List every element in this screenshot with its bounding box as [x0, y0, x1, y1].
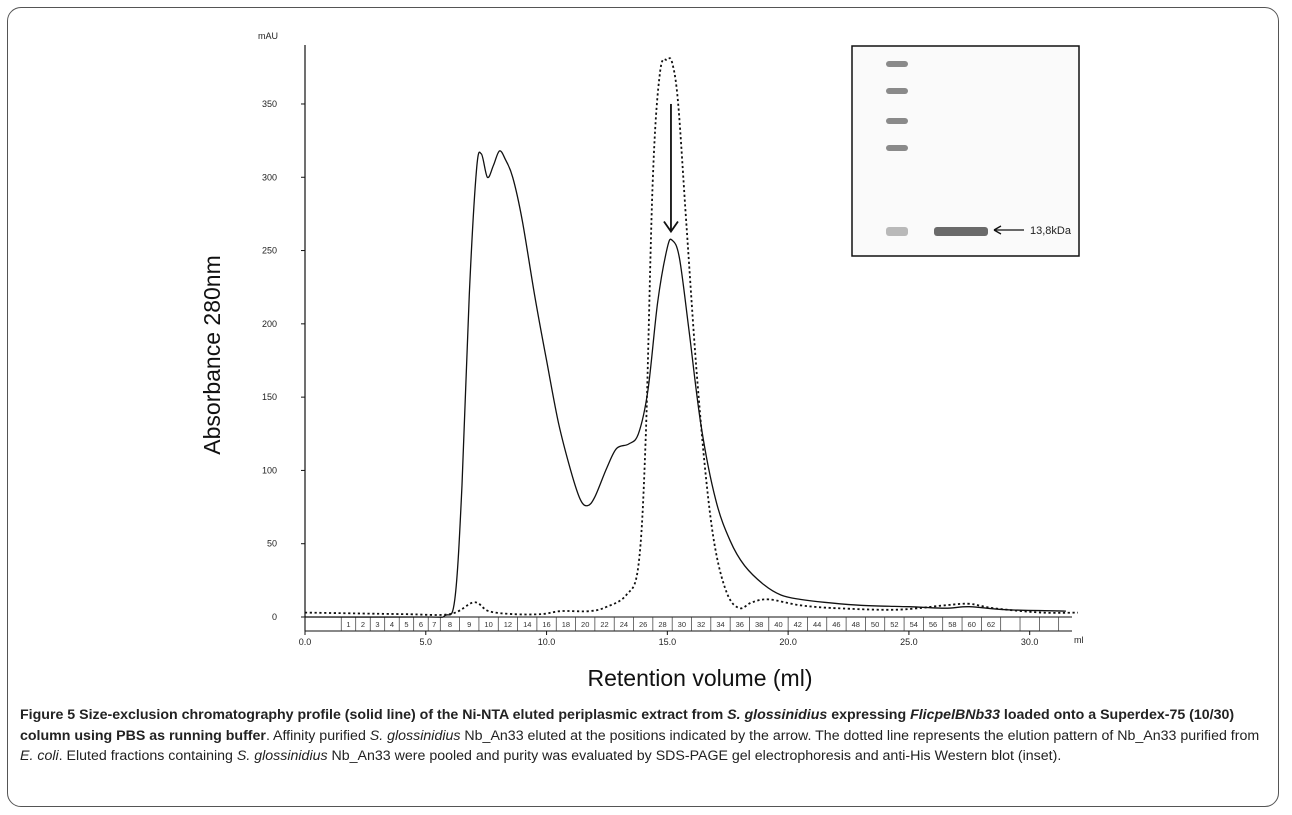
- inset-gel: [851, 45, 1080, 257]
- x-tick-label: 20.0: [779, 637, 797, 647]
- fraction-label: 24: [620, 620, 628, 629]
- fraction-label: 2: [361, 620, 365, 629]
- ladder-band: [886, 61, 908, 67]
- fraction-label: 3: [375, 620, 379, 629]
- fraction-label: 32: [697, 620, 705, 629]
- fraction-label: 36: [736, 620, 744, 629]
- ladder-band: [886, 145, 908, 151]
- fraction-label: 62: [987, 620, 995, 629]
- fraction-label: 52: [890, 620, 898, 629]
- fraction-label: 22: [600, 620, 608, 629]
- y-axis-title: Absorbance 280nm: [199, 255, 225, 454]
- figure-label: Figure 5: [20, 707, 76, 723]
- ladder-bands: [886, 61, 908, 236]
- fraction-label: 18: [562, 620, 570, 629]
- fraction-label: 46: [832, 620, 840, 629]
- fraction-label: 6: [419, 620, 423, 629]
- y-tick-label: 150: [262, 392, 277, 402]
- fraction-label: 44: [813, 620, 821, 629]
- band-size-label: 13,8kDa: [1030, 225, 1072, 237]
- figure-caption: Figure 5 Size-exclusion chromatography p…: [20, 707, 1260, 764]
- fraction-label: 28: [658, 620, 666, 629]
- fraction-label: 12: [504, 620, 512, 629]
- x-axis-title: Retention volume (ml): [588, 665, 813, 691]
- fraction-label: 54: [910, 620, 918, 629]
- fraction-label: 14: [523, 620, 531, 629]
- fraction-label: 8: [448, 620, 452, 629]
- fraction-label: 9: [467, 620, 471, 629]
- x-tick-label: 30.0: [1021, 637, 1039, 647]
- fraction-label: 16: [542, 620, 550, 629]
- fraction-label: 34: [716, 620, 724, 629]
- y-tick-label: 0: [272, 612, 277, 622]
- fraction-label: 20: [581, 620, 589, 629]
- fraction-label: 38: [755, 620, 763, 629]
- x-unit-label: ml: [1074, 635, 1084, 645]
- ladder-band: [886, 88, 908, 94]
- fraction-label: 50: [871, 620, 879, 629]
- y-tick-label: 350: [262, 99, 277, 109]
- fraction-label: 1: [346, 620, 350, 629]
- fraction-label: 42: [794, 620, 802, 629]
- fraction-label: 26: [639, 620, 647, 629]
- fraction-label: 56: [929, 620, 937, 629]
- chromatogram-chart: mAU Absorbance 280nm Retention volume (m…: [199, 31, 1084, 691]
- peak-arrowhead: [663, 220, 679, 234]
- fraction-label: 10: [484, 620, 492, 629]
- y-tick-label: 300: [262, 172, 277, 182]
- target-band: [934, 227, 988, 236]
- fraction-label: 4: [390, 620, 394, 629]
- fraction-label: 7: [432, 620, 436, 629]
- fraction-label: 48: [852, 620, 860, 629]
- x-tick-label: 5.0: [420, 637, 433, 647]
- y-unit-label: mAU: [258, 31, 278, 41]
- y-tick-label: 250: [262, 246, 277, 256]
- y-tick-label: 100: [262, 465, 277, 475]
- fraction-label: 30: [678, 620, 686, 629]
- x-tick-label: 15.0: [659, 637, 677, 647]
- x-tick-label: 0.0: [299, 637, 312, 647]
- figure-frame: [7, 7, 1279, 807]
- fraction-label: 40: [774, 620, 782, 629]
- fraction-label: 58: [948, 620, 956, 629]
- x-tick-label: 25.0: [900, 637, 918, 647]
- ladder-band: [886, 227, 908, 236]
- y-tick-label: 200: [262, 319, 277, 329]
- band-arrowhead: [993, 225, 1002, 235]
- y-tick-label: 50: [267, 539, 277, 549]
- series-line-solid: [304, 150, 1066, 618]
- ladder-band: [886, 118, 908, 124]
- fraction-label: 5: [404, 620, 408, 629]
- x-tick-label: 10.0: [538, 637, 556, 647]
- fraction-label: 60: [968, 620, 976, 629]
